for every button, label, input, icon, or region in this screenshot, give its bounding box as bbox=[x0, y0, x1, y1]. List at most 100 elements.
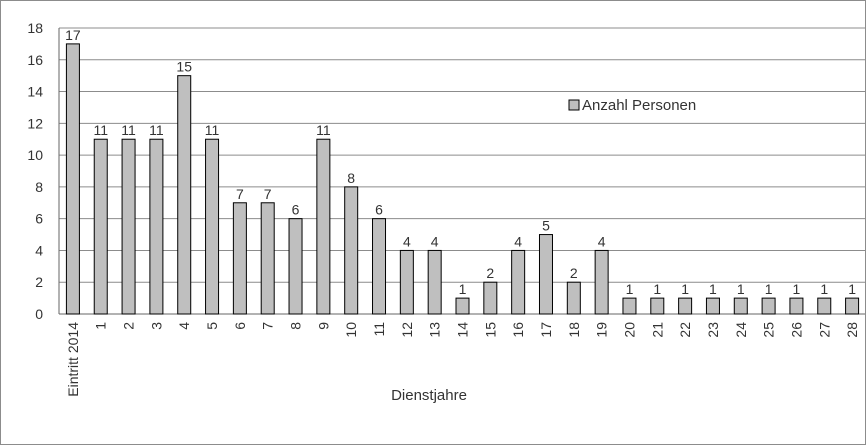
data-label: 4 bbox=[514, 233, 522, 249]
bar bbox=[260, 202, 275, 315]
bar bbox=[316, 138, 331, 315]
data-label: 1 bbox=[459, 281, 467, 297]
x-tick-label: 27 bbox=[816, 322, 832, 338]
bar bbox=[511, 249, 526, 315]
y-tick-label: 18 bbox=[27, 20, 43, 36]
bar bbox=[678, 297, 693, 315]
x-tick-label: 16 bbox=[510, 322, 526, 338]
x-tick-label: 6 bbox=[232, 322, 248, 330]
data-label: 5 bbox=[542, 218, 550, 234]
x-axis-ticks: Eintritt 2014 1 2 3 4 5 6 7 8 9 10 11 12 13 14 15 16 17 18… bbox=[65, 322, 860, 397]
data-label: 1 bbox=[793, 281, 801, 297]
bar bbox=[205, 138, 220, 315]
x-tick-label: 25 bbox=[761, 322, 777, 338]
data-label: 17 bbox=[65, 27, 81, 43]
bar bbox=[733, 297, 748, 315]
x-tick-label: 21 bbox=[649, 322, 665, 338]
x-tick-label: 4 bbox=[176, 322, 192, 330]
x-tick-label: 19 bbox=[594, 322, 610, 338]
x-tick-label: 3 bbox=[148, 322, 164, 330]
bar bbox=[594, 249, 609, 315]
bar bbox=[399, 249, 414, 315]
data-label: 15 bbox=[176, 59, 192, 75]
data-label: 1 bbox=[626, 281, 634, 297]
data-label: 11 bbox=[149, 122, 164, 138]
bar bbox=[566, 281, 581, 315]
data-label: 1 bbox=[653, 281, 661, 297]
x-tick-label: 8 bbox=[288, 322, 304, 330]
bar bbox=[427, 249, 442, 315]
x-tick-label: 22 bbox=[677, 322, 693, 338]
x-tick-label: 26 bbox=[788, 322, 804, 338]
x-tick-label: 7 bbox=[260, 322, 276, 330]
bar bbox=[177, 75, 192, 315]
data-label: 11 bbox=[121, 122, 136, 138]
x-tick-label: Eintritt 2014 bbox=[65, 322, 81, 397]
data-label: 8 bbox=[347, 170, 355, 186]
data-label: 1 bbox=[820, 281, 828, 297]
bar bbox=[761, 297, 776, 315]
y-tick-label: 6 bbox=[35, 211, 43, 227]
bar bbox=[845, 297, 860, 315]
x-tick-label: 12 bbox=[399, 322, 415, 338]
x-axis-title: Dienstjahre bbox=[391, 387, 467, 404]
x-tick-label: 23 bbox=[705, 322, 721, 338]
data-label: 11 bbox=[93, 122, 108, 138]
data-label: 1 bbox=[681, 281, 689, 297]
y-tick-label: 8 bbox=[35, 179, 43, 195]
bar bbox=[455, 297, 470, 315]
x-tick-label: 5 bbox=[204, 322, 220, 330]
legend: Anzahl Personen bbox=[568, 97, 696, 114]
bar bbox=[93, 138, 108, 315]
data-label: 4 bbox=[598, 233, 606, 249]
bar bbox=[622, 297, 637, 315]
x-tick-label: 13 bbox=[427, 322, 443, 338]
legend-label: Anzahl Personen bbox=[582, 97, 696, 114]
bars bbox=[65, 43, 860, 315]
x-tick-label: 2 bbox=[121, 322, 137, 330]
y-tick-label: 10 bbox=[27, 147, 43, 163]
data-label: 4 bbox=[403, 233, 411, 249]
data-label: 7 bbox=[236, 186, 244, 202]
x-tick-label: 20 bbox=[621, 322, 637, 338]
x-tick-label: 14 bbox=[455, 322, 471, 338]
data-label: 6 bbox=[375, 202, 383, 218]
bar bbox=[817, 297, 832, 315]
y-tick-label: 16 bbox=[27, 52, 43, 68]
x-tick-label: 10 bbox=[343, 322, 359, 338]
data-label: 11 bbox=[205, 122, 220, 138]
data-label: 2 bbox=[486, 265, 494, 281]
bar bbox=[538, 234, 553, 315]
bar bbox=[149, 138, 164, 315]
bar bbox=[789, 297, 804, 315]
data-label: 1 bbox=[765, 281, 773, 297]
x-tick-label: 24 bbox=[733, 322, 749, 338]
data-label: 7 bbox=[264, 186, 272, 202]
legend-swatch bbox=[568, 99, 580, 111]
x-tick-label: 15 bbox=[482, 322, 498, 338]
data-label: 1 bbox=[737, 281, 745, 297]
bar bbox=[121, 138, 136, 315]
data-label: 2 bbox=[570, 265, 578, 281]
x-tick-label: 1 bbox=[93, 322, 109, 330]
bar bbox=[705, 297, 720, 315]
y-tick-label: 12 bbox=[27, 115, 43, 131]
y-axis-ticks: 0 2 4 6 8 10 12 14 16 18 bbox=[27, 20, 43, 322]
data-label: 4 bbox=[431, 233, 439, 249]
x-tick-label: 11 bbox=[371, 322, 387, 337]
bar bbox=[650, 297, 665, 315]
y-tick-label: 0 bbox=[35, 306, 43, 322]
x-tick-label: 9 bbox=[315, 322, 331, 330]
bar bbox=[372, 218, 387, 315]
bar bbox=[232, 202, 247, 315]
bar bbox=[344, 186, 359, 315]
bar bbox=[65, 43, 80, 315]
x-tick-label: 18 bbox=[566, 322, 582, 338]
x-tick-label: 17 bbox=[538, 322, 554, 338]
y-tick-label: 14 bbox=[27, 84, 43, 100]
data-label: 11 bbox=[316, 122, 331, 138]
